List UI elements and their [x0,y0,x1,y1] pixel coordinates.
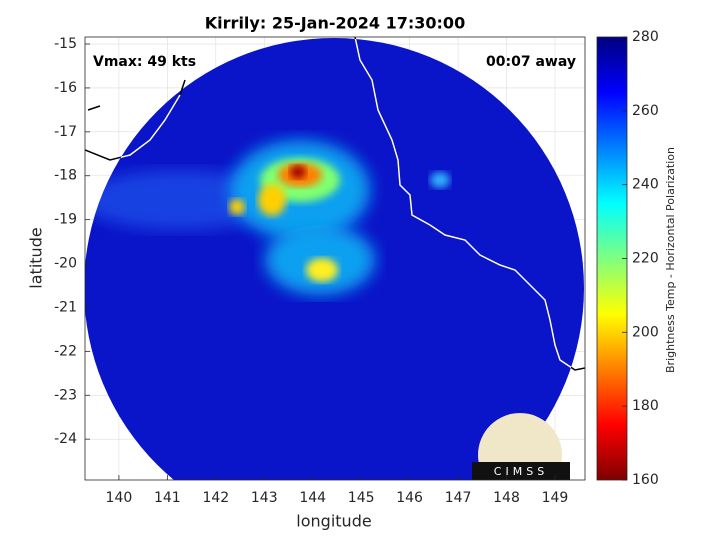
x-tick-label: 149 [542,490,569,506]
y-axis-label: latitude [27,227,46,288]
logo: CIMSS [472,413,570,480]
x-tick-label: 140 [106,490,133,506]
x-tick-label: 147 [445,490,472,506]
chart-title: Kirrily: 25-Jan-2024 17:30:00 [205,14,465,33]
colorbar-tick-label: 160 [632,472,659,488]
colorbar-tick-label: 260 [632,103,659,119]
y-tick-label: -23 [54,387,77,403]
annotation: 00:07 away [486,54,576,70]
x-axis-label: longitude [296,512,371,531]
colorbar-label: Brightness Temp - Horizontal Polarizatio… [664,147,677,373]
logo-text: CIMSS [494,465,548,478]
y-tick-label: -22 [54,343,77,359]
x-tick-label: 148 [493,490,520,506]
image [85,37,585,480]
y-tick-label: -24 [54,431,77,447]
colorbar-tick-label: 220 [632,251,659,267]
y-tick-label: -20 [54,256,77,272]
x-tick-label: 142 [202,490,229,506]
annotation: Vmax: 49 kts [93,54,196,70]
x-tick-label: 145 [348,490,375,506]
y-tick-label: -15 [54,36,77,52]
x-tick-label: 141 [154,490,181,506]
x-tick-label: 146 [396,490,423,506]
y-tick-label: -18 [54,168,77,184]
y-tick-label: -16 [54,80,77,96]
colorbar-tick-label: 200 [632,324,659,340]
x-tick-label: 144 [299,490,326,506]
colorbar-tick-label: 240 [632,177,659,193]
y-tick-label: -19 [54,212,77,228]
colorbar-tick-label: 280 [632,29,659,45]
axes-box [84,36,586,481]
y-tick-label: -21 [54,299,77,315]
x-tick-label: 143 [251,490,278,506]
colorbar-tick-label: 180 [632,398,659,414]
y-tick-label: -17 [54,124,77,140]
